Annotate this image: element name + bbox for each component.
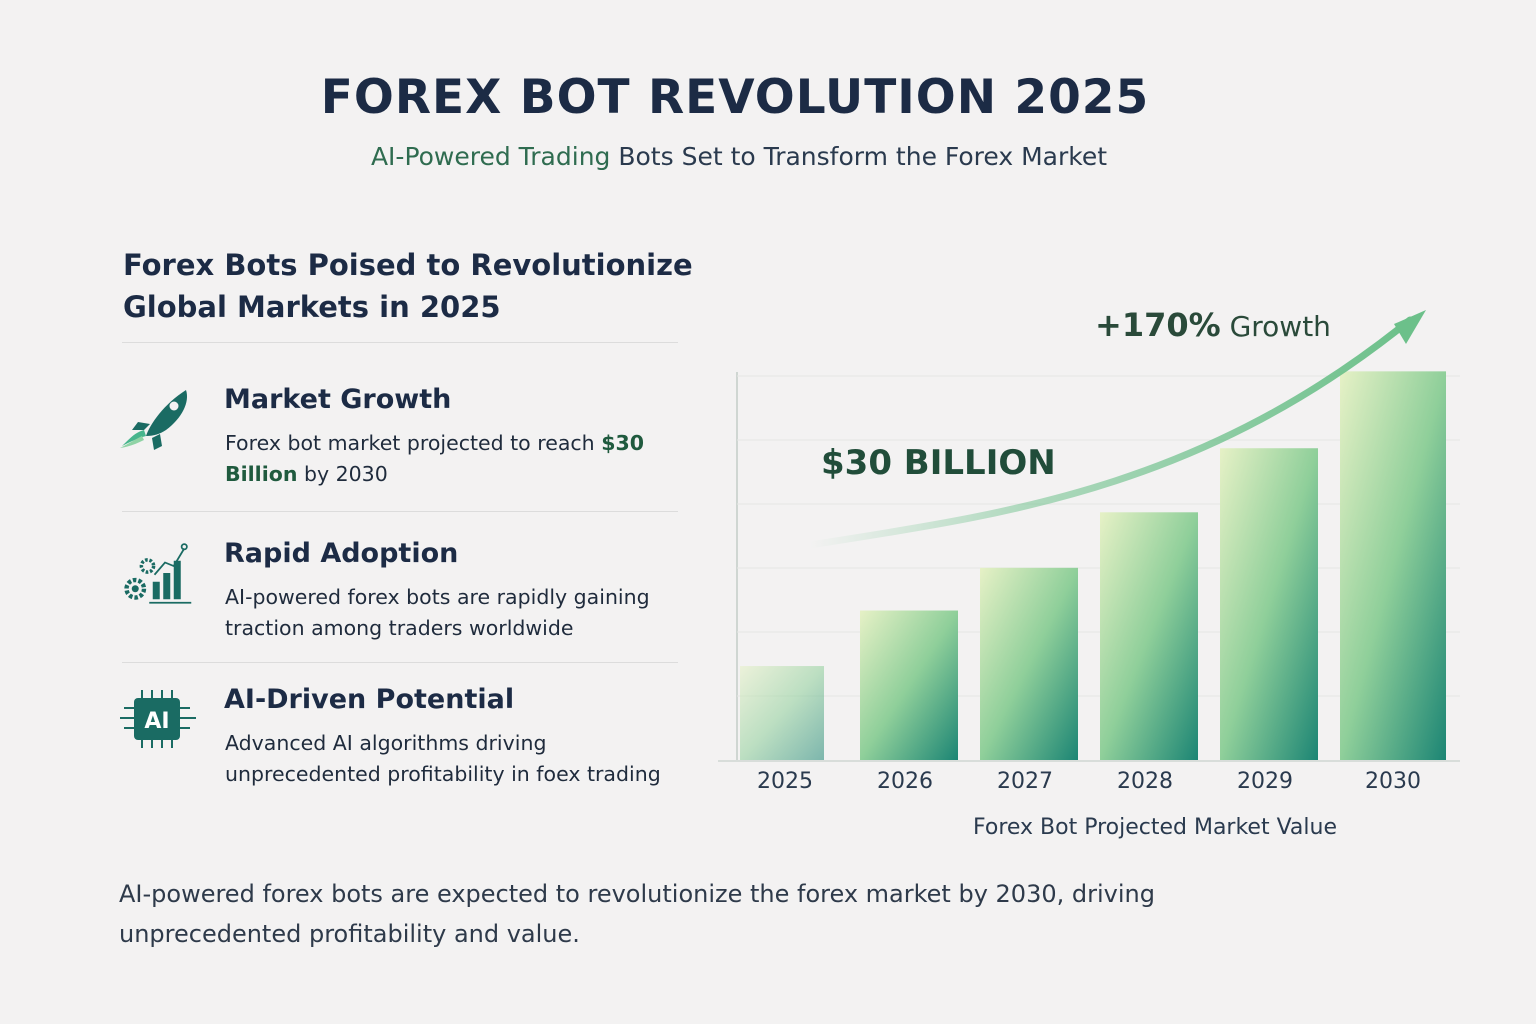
value-annotation: $30 BILLION [821,443,1056,483]
section-heading: Forex Bots Poised to Revolutionize Globa… [123,248,693,324]
feature-rapid-adoption: Rapid Adoption AI-powered forex bots are… [116,538,696,648]
feature-title: Rapid Adoption [224,538,459,569]
growth-arrow-head [1394,310,1426,344]
feature-title: Market Growth [224,384,452,415]
bar-2029 [1220,448,1318,760]
x-tick-label: 2026 [877,769,933,794]
bar-2026 [860,610,958,760]
growth-value: +170% [1095,306,1221,344]
divider [122,342,678,343]
feature-body: Forex bot market projected to reach $30 … [225,428,695,490]
feature-body: AI-powered forex bots are rapidly gainin… [225,585,650,640]
feature-body-post: by 2030 [297,462,388,486]
x-tick-label: 2029 [1237,769,1293,794]
x-axis-label: Forex Bot Projected Market Value [973,815,1337,840]
subtitle-accent: AI-Powered Trading [370,142,611,171]
feature-body-pre: Forex bot market projected to reach [225,431,602,455]
page-title: FOREX BOT REVOLUTION 2025 [320,70,1150,125]
feature-ai-driven: AI AI-Driven Potential Advanced AI algor… [116,684,696,794]
footer-summary: AI-powered forex bots are expected to re… [119,880,1155,948]
subtitle-rest: Bots Set to Transform the Forex Market [610,142,1108,171]
svg-text:AI: AI [144,709,169,734]
x-tick-label: 2025 [757,769,813,794]
x-tick-label: 2030 [1365,769,1421,794]
bar-2027 [980,567,1078,760]
x-tick-label: 2027 [997,769,1053,794]
divider [122,511,678,512]
page-subtitle: AI-Powered Trading Bots Set to Transform… [0,142,1478,171]
bar-2028 [1100,512,1198,760]
market-value-chart: 2025 2026 2027 2028 2029 2030 $30 BILLION +17… [718,306,1460,840]
x-tick-label: 2028 [1117,769,1173,794]
gears-chart-icon [124,543,192,604]
growth-annotation: +170% Growth [1095,306,1331,344]
divider [122,662,678,663]
bar-2025 [740,666,824,760]
rocket-icon [120,390,188,450]
bar-2030 [1340,371,1446,760]
feature-body-highlight: $30 Billion [225,431,644,486]
feature-title: AI-Driven Potential [224,684,515,715]
ai-chip-icon: AI [120,690,196,748]
feature-market-growth: Market Growth Forex bot market projected… [116,384,696,494]
growth-arrow [806,316,1414,549]
growth-word: Growth [1221,310,1331,343]
feature-body: Advanced AI algorithms driving unprecede… [225,731,661,786]
